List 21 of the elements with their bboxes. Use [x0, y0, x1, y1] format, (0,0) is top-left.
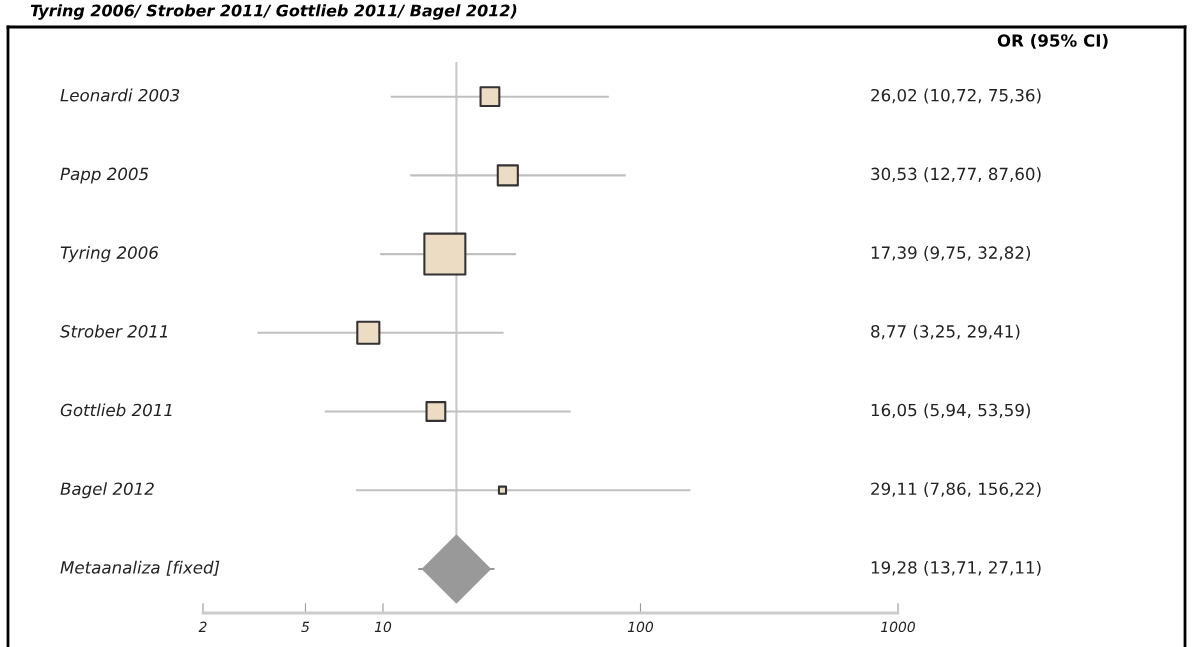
annotation: 26,02 (10,72, 75,36): [871, 88, 1041, 104]
y-tick-label: Papp 2005: [60, 167, 149, 184]
annotation: 17,39 (9,75, 32,82): [871, 246, 1030, 261]
y-tick-label: Tyring 2006: [60, 246, 159, 263]
x-tick-label: 100: [627, 621, 654, 633]
y-tick-label: Strober 2011: [60, 324, 168, 338]
x-tick-label: 5: [301, 621, 310, 633]
annotation: 19,28 (13,71, 27,11): [871, 560, 1041, 576]
annotation: 8,77 (3,25, 29,41): [871, 324, 1020, 340]
y-tick-label: Metaanaliza [fixed]: [60, 560, 220, 576]
chart-title: Tyring 2006/ Strober 2011/ Gottlieb 2011/ Bagel 2012): [30, 4, 517, 20]
y-tick-label: Bagel 2012: [60, 482, 154, 499]
y-tick-label: Leonardi 2003: [60, 88, 180, 102]
text: OR (95% CI): [997, 33, 1108, 49]
x-tick-label: 2: [198, 621, 207, 632]
annotation: 16,05 (5,94, 53,59): [871, 403, 1030, 419]
annotation: 30,53 (12,77, 87,60): [871, 167, 1041, 183]
x-tick-label: 10: [374, 621, 392, 633]
x-tick-label: 1000: [881, 621, 915, 633]
y-tick-label: Gottlieb 2011: [60, 403, 172, 417]
annotation: 29,11 (7,86, 156,22): [871, 482, 1041, 498]
